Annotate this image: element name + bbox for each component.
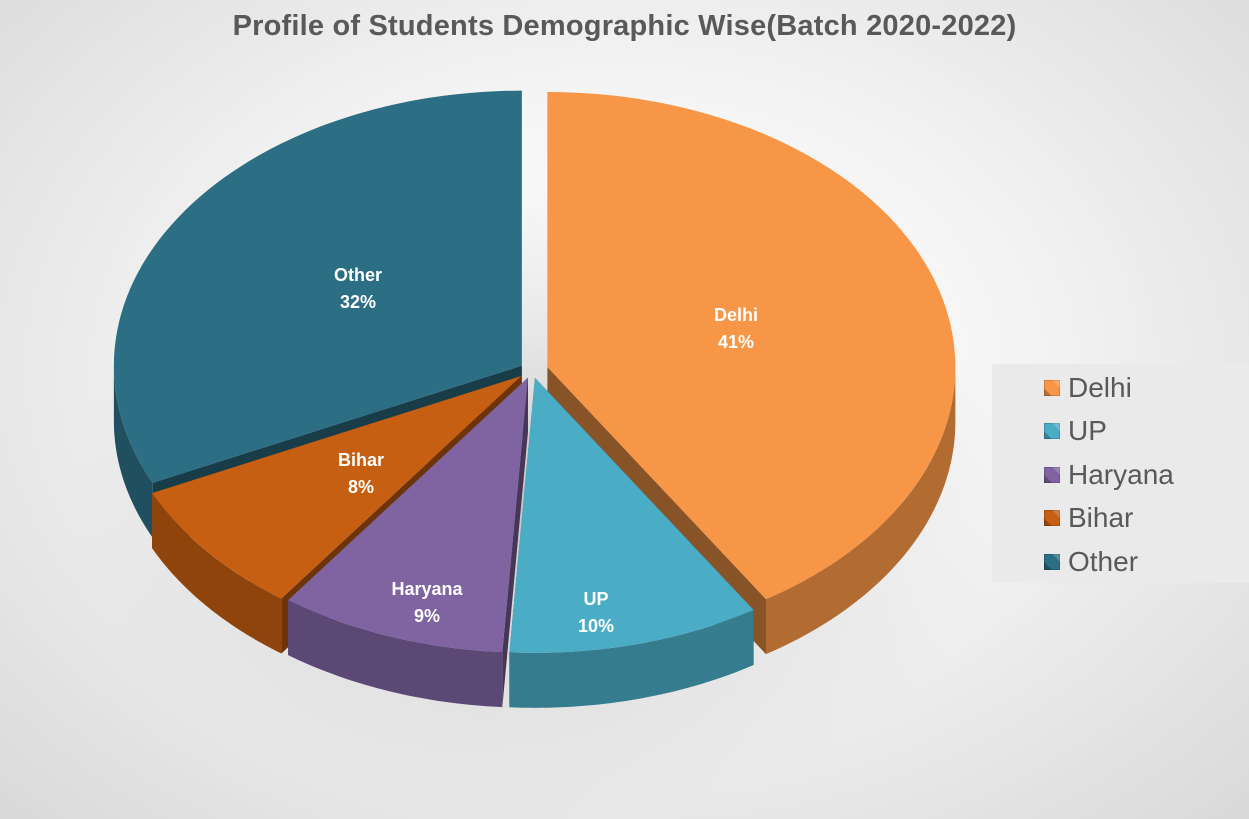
chart-title: Profile of Students Demographic Wise(Bat…	[232, 10, 1017, 42]
data-label-name: Other	[334, 265, 382, 285]
legend-label: Haryana	[1068, 458, 1174, 490]
pie-side-delhi	[765, 366, 956, 655]
data-label-percent: 32%	[340, 292, 376, 312]
legend-label: Bihar	[1068, 502, 1134, 534]
pie-slice-other	[113, 90, 522, 483]
legend-label: Delhi	[1068, 371, 1132, 403]
pie-side-haryana	[502, 377, 528, 708]
data-label-name: Bihar	[338, 450, 384, 470]
pie-side-other	[113, 365, 153, 538]
data-label-haryana: Haryana 9%	[391, 579, 463, 626]
pie-slice-bihar	[152, 376, 522, 599]
legend-item-other: Other	[992, 540, 1249, 584]
legend-swatch	[1044, 423, 1060, 440]
legend-swatch	[1044, 553, 1060, 570]
data-label-delhi: Delhi 41%	[714, 305, 758, 352]
legend-label: UP	[1068, 415, 1107, 447]
legend-swatch	[1044, 466, 1060, 483]
data-label-percent: 8%	[348, 477, 374, 497]
legend-label: Other	[1068, 545, 1139, 577]
legend-swatch	[1044, 510, 1060, 527]
data-label-percent: 9%	[414, 606, 440, 626]
pie-side-haryana	[288, 600, 503, 708]
data-label-name: UP	[583, 589, 608, 609]
pie-slice-up	[509, 377, 754, 653]
legend-item-up: UP	[992, 410, 1249, 454]
data-label-name: Haryana	[391, 579, 463, 599]
data-label-other: Other 32%	[334, 265, 382, 312]
legend-item-bihar: Bihar	[992, 497, 1249, 541]
data-label-bihar: Bihar 8%	[338, 450, 384, 497]
data-label-percent: 41%	[718, 332, 754, 352]
legend-item-delhi: Delhi	[992, 366, 1249, 410]
legend: Delhi UP Haryana Bihar Other	[992, 364, 1249, 583]
pie-side-bihar	[152, 493, 282, 654]
pie-side-up	[509, 610, 754, 708]
data-label-up: UP 10%	[578, 589, 614, 636]
legend-item-haryana: Haryana	[992, 453, 1249, 497]
data-label-name: Delhi	[714, 305, 758, 325]
legend-swatch	[1044, 379, 1060, 396]
pie-slice-delhi	[547, 91, 956, 600]
pie-slice-haryana	[288, 377, 528, 653]
data-label-percent: 10%	[578, 616, 614, 636]
